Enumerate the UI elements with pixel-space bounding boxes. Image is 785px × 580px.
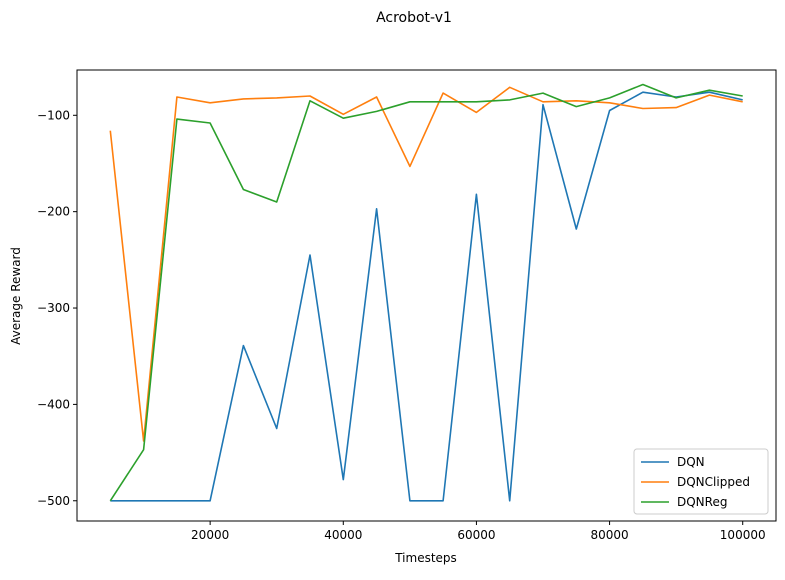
series-line-dqnclipped — [109, 86, 743, 442]
y-tick-label: −300 — [37, 301, 70, 315]
x-tick-label: 60000 — [457, 528, 495, 542]
legend-label-dqnreg: DQNReg — [677, 495, 727, 509]
x-axis-label: Timesteps — [394, 551, 457, 565]
x-tick-label: 100000 — [720, 528, 766, 542]
y-axis-label: Average Reward — [9, 247, 23, 345]
y-tick-label: −500 — [37, 494, 70, 508]
plot-area — [77, 70, 776, 521]
legend-label-dqnclipped: DQNClipped — [677, 475, 750, 489]
legend-label-dqn: DQN — [677, 455, 705, 469]
y-axis: −500 −400 −300 −200 −100 — [37, 108, 77, 508]
chart-title: Acrobot-v1 — [376, 10, 452, 26]
y-tick-label: −400 — [37, 397, 70, 411]
x-axis: 20000 40000 60000 80000 100000 — [191, 521, 766, 542]
x-tick-label: 20000 — [191, 528, 229, 542]
series-line-dqnreg — [109, 83, 743, 502]
legend: DQN DQNClipped DQNReg — [633, 448, 769, 515]
series-line-dqn — [110, 91, 743, 502]
y-tick-label: −200 — [37, 205, 70, 219]
x-tick-label: 40000 — [324, 528, 362, 542]
series-lines — [109, 83, 743, 502]
legend-box — [633, 448, 769, 515]
x-tick-label: 80000 — [590, 528, 628, 542]
plot-frame — [76, 69, 777, 522]
y-tick-label: −100 — [37, 108, 70, 122]
